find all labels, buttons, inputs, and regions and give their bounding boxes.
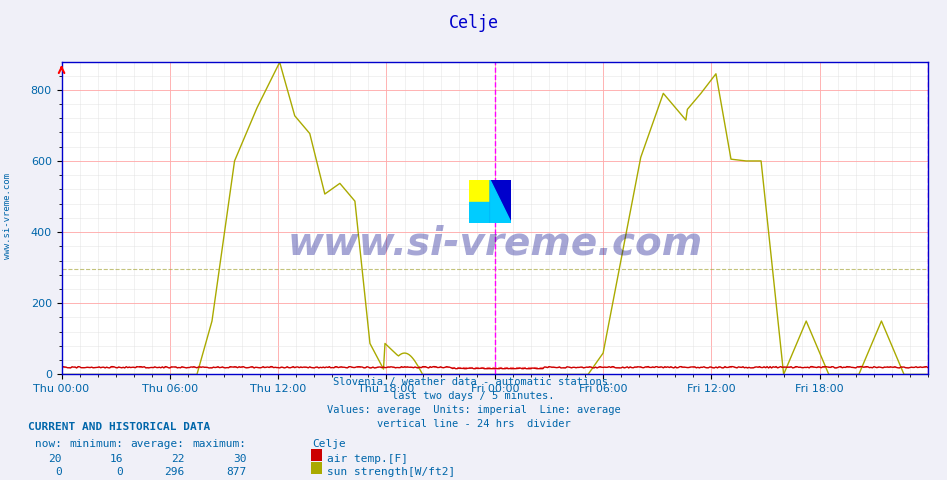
Text: minimum:: minimum:	[69, 439, 123, 449]
Text: CURRENT AND HISTORICAL DATA: CURRENT AND HISTORICAL DATA	[28, 422, 210, 432]
Text: www.si-vreme.com: www.si-vreme.com	[3, 173, 12, 259]
Text: www.si-vreme.com: www.si-vreme.com	[287, 224, 703, 263]
Text: 16: 16	[110, 454, 123, 464]
Text: sun strength[W/ft2]: sun strength[W/ft2]	[327, 467, 455, 477]
Text: now:: now:	[34, 439, 62, 449]
Text: Celje: Celje	[313, 439, 347, 449]
Text: Celje: Celje	[449, 14, 498, 33]
Text: 0: 0	[116, 467, 123, 477]
Bar	[469, 202, 491, 223]
Text: maximum:: maximum:	[192, 439, 246, 449]
Text: 0: 0	[55, 467, 62, 477]
Polygon shape	[491, 180, 511, 223]
Text: 30: 30	[233, 454, 246, 464]
Text: 877: 877	[226, 467, 246, 477]
Bar	[469, 180, 491, 202]
Text: 22: 22	[171, 454, 185, 464]
Text: 296: 296	[165, 467, 185, 477]
Text: Slovenia / weather data - automatic stations.
last two days / 5 minutes.
Values:: Slovenia / weather data - automatic stat…	[327, 377, 620, 429]
Text: 20: 20	[48, 454, 62, 464]
Polygon shape	[491, 180, 511, 223]
Text: average:: average:	[131, 439, 185, 449]
Text: air temp.[F]: air temp.[F]	[327, 454, 408, 464]
